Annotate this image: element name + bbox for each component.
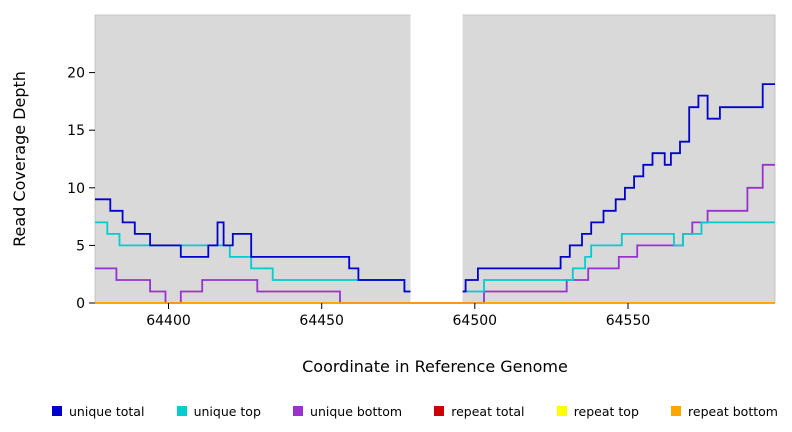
x-tick-label: 64550 — [606, 313, 651, 329]
legend-swatch-repeat-bottom — [671, 406, 682, 416]
y-axis-title: Read Coverage Depth — [10, 71, 29, 247]
y-tick-label: 5 — [76, 238, 85, 254]
legend-swatch-repeat-top — [556, 406, 567, 416]
legend-label-unique-top: unique top — [193, 403, 261, 419]
y-tick-label: 20 — [67, 66, 85, 82]
legend-label-unique-total: unique total — [69, 403, 145, 419]
y-tick-label: 15 — [67, 123, 85, 139]
legend: unique total unique top unique bottom re… — [0, 398, 792, 424]
series-unique-total — [95, 83, 775, 293]
x-tick-label: 64400 — [146, 313, 191, 329]
legend-label-repeat-bottom: repeat bottom — [688, 403, 778, 419]
masked-region — [410, 6, 463, 302]
legend-swatch-unique-total — [52, 406, 62, 416]
legend-item-repeat-bottom: repeat bottom — [671, 404, 778, 419]
legend-swatch-unique-top — [176, 406, 187, 416]
legend-label-unique-bottom: unique bottom — [310, 403, 403, 419]
legend-item-unique-top: unique top — [176, 403, 261, 419]
legend-item-repeat-total: repeat total — [434, 403, 525, 419]
series-unique-bottom — [95, 163, 775, 304]
y-tick-label: 0 — [76, 296, 85, 312]
x-tick-label: 64500 — [453, 313, 498, 329]
legend-label-repeat-top: repeat top — [573, 403, 639, 419]
legend-item-repeat-top: repeat top — [556, 403, 639, 419]
x-tick-label: 64450 — [299, 313, 344, 329]
legend-swatch-unique-bottom — [293, 406, 304, 416]
legend-swatch-repeat-total — [434, 406, 445, 416]
legend-item-unique-total: unique total — [52, 404, 144, 419]
x-axis-title: Coordinate in Reference Genome — [302, 357, 568, 376]
y-tick-label: 10 — [67, 181, 85, 197]
coverage-chart: 64400 64450 64500 64550 0 5 10 15 20 Coordinate i… — [10, 6, 776, 376]
legend-label-repeat-total: repeat total — [451, 403, 525, 419]
legend-item-unique-bottom: unique bottom — [293, 404, 402, 419]
